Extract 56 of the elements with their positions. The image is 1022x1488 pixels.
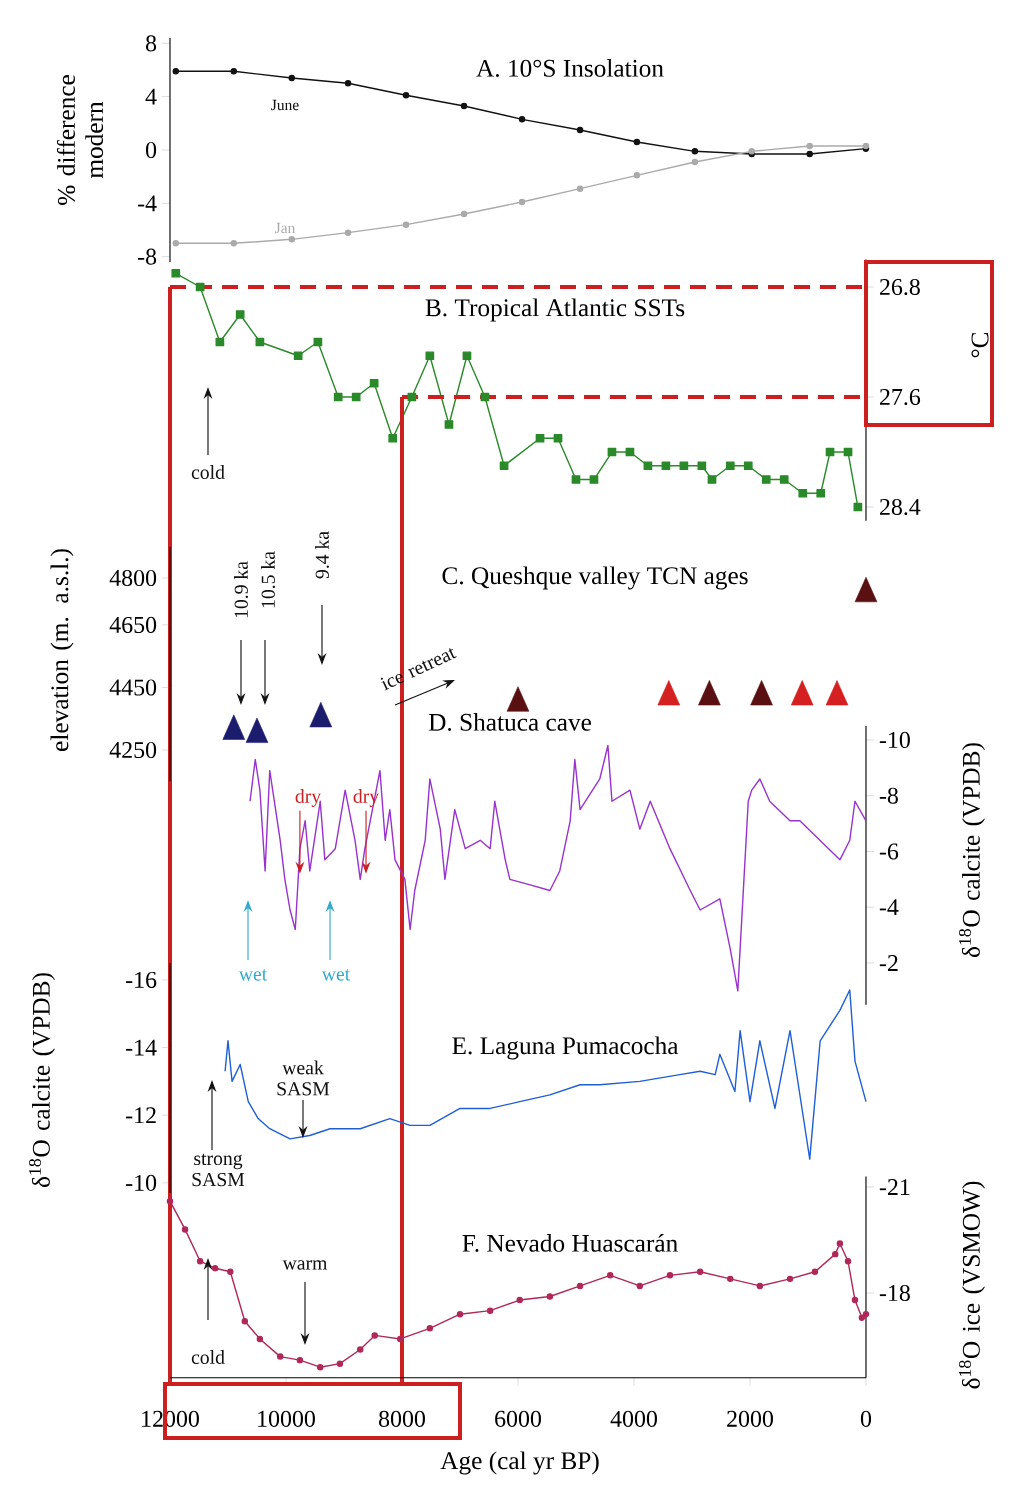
y-tick-label: -10 bbox=[879, 731, 910, 749]
x-axis-title: Age (cal yr BP) bbox=[440, 1451, 599, 1475]
y-tick-label: -14 bbox=[126, 1039, 157, 1056]
y-tick-label: -10 bbox=[126, 1174, 157, 1191]
x-tick-label: 10000 bbox=[258, 1410, 315, 1427]
x-tick-label: 0 bbox=[860, 1410, 872, 1427]
y-tick-label: -21 bbox=[879, 1179, 910, 1195]
y-tick-label: 4650 bbox=[109, 616, 157, 633]
y-tick-label: -8 bbox=[138, 248, 157, 265]
y-axis-title: δ$^{18}$O calcite (VPDB) bbox=[959, 743, 985, 957]
y-tick-label: -12 bbox=[126, 1107, 156, 1124]
y-axis-title: δ$^{18}$O calcite (VPDB) bbox=[29, 973, 55, 1187]
chart-title: D. Shatuca cave bbox=[428, 713, 591, 731]
y-axis-title: δ$^{18}$O ice (VSMOW) bbox=[959, 1181, 985, 1389]
y-tick-label: 0 bbox=[145, 141, 157, 159]
y-tick-label: -4 bbox=[879, 899, 899, 916]
y-tick-label: -6 bbox=[879, 843, 899, 860]
x-tick-label: 2000 bbox=[727, 1410, 773, 1427]
x-tick-label: 6000 bbox=[495, 1410, 541, 1427]
annotation: strong SASM bbox=[192, 1153, 245, 1187]
y-tick-label: -4 bbox=[138, 195, 157, 212]
y-tick-label: 8 bbox=[145, 35, 157, 52]
annotation: 10.9 ka bbox=[234, 561, 248, 618]
y-tick-label: -18 bbox=[879, 1284, 910, 1302]
y-tick-label: 28.4 bbox=[880, 498, 921, 516]
y-tick-label: -8 bbox=[879, 787, 898, 804]
y-tick-label: 4450 bbox=[109, 679, 157, 696]
series-label: Jan bbox=[275, 222, 296, 234]
y-tick-label: 4 bbox=[145, 88, 157, 105]
y-tick-label: 4800 bbox=[109, 569, 157, 587]
annotation: cold bbox=[191, 1350, 225, 1364]
annotation: wet bbox=[238, 969, 268, 981]
annotation: 9.4 ka bbox=[315, 531, 329, 579]
y-tick-label: -16 bbox=[126, 971, 157, 988]
annotation: warm bbox=[282, 1260, 328, 1270]
text: F. Nevado Huascarán bbox=[462, 1234, 678, 1252]
y-axis-title: % difference modern bbox=[56, 75, 104, 205]
text: C. Queshque valley TCN ages bbox=[442, 566, 748, 590]
annotation: 10.5 ka bbox=[261, 551, 275, 608]
annotation: wet bbox=[321, 969, 351, 981]
series-label: June bbox=[271, 99, 299, 111]
x-tick-label: 4000 bbox=[610, 1410, 657, 1427]
y-tick-label: 4250 bbox=[109, 741, 157, 759]
annotation: cold bbox=[191, 465, 225, 479]
y-axis-title: elevation (m. a.s.l.) bbox=[50, 549, 74, 751]
annotation: weak SASM bbox=[277, 1060, 330, 1096]
y-axis-title: °C bbox=[971, 332, 989, 358]
text: E. Laguna Pumacocha bbox=[452, 1036, 679, 1060]
y-tick-label: -2 bbox=[879, 955, 898, 971]
y-tick-label: 27.6 bbox=[880, 388, 921, 406]
text: A. 10°S Insolation bbox=[476, 59, 664, 77]
annotation: ice retreat bbox=[380, 647, 457, 691]
annotation: dry bbox=[295, 789, 322, 807]
x-tick-label: 8000 bbox=[379, 1410, 425, 1427]
text: B. Tropical Atlantic SSTs bbox=[425, 298, 685, 322]
y-tick-label: 26.8 bbox=[880, 278, 920, 296]
